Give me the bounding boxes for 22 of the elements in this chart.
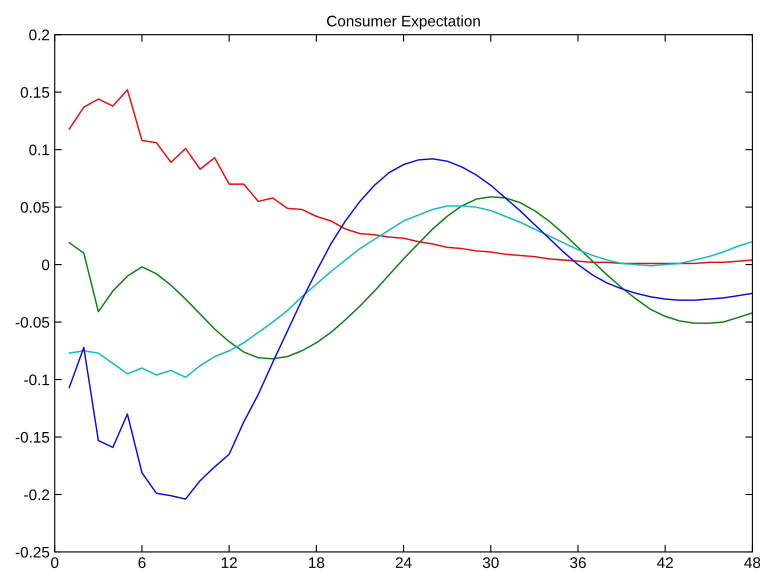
y-tick-label: -0.15 — [16, 432, 50, 443]
x-tick-label: 48 — [744, 557, 760, 568]
y-tick-label: 0.05 — [20, 202, 50, 213]
chart-title: Consumer Expectation — [327, 15, 480, 30]
x-tick-label: 18 — [309, 557, 324, 568]
x-tick-label: 24 — [396, 557, 412, 568]
x-tick-label: 6 — [138, 557, 146, 568]
y-tick-label: 0.15 — [20, 87, 50, 98]
y-tick-label: -0.25 — [16, 546, 50, 558]
x-tick-label: 0 — [51, 557, 58, 568]
y-tick-label: 0 — [42, 259, 50, 270]
x-tick-label: 30 — [482, 557, 499, 568]
x-tick-label: 36 — [570, 557, 586, 568]
x-tick-label: 42 — [657, 557, 673, 568]
y-tick-label: 0.1 — [29, 144, 50, 156]
line-series — [68, 89, 752, 264]
y-tick-label: 0.2 — [29, 30, 50, 40]
y-tick-label: -0.05 — [16, 316, 50, 328]
x-tick-label: 12 — [222, 557, 237, 568]
y-tick-label: -0.1 — [24, 374, 50, 386]
y-tick-label: -0.2 — [24, 489, 50, 500]
line-series — [68, 158, 752, 500]
